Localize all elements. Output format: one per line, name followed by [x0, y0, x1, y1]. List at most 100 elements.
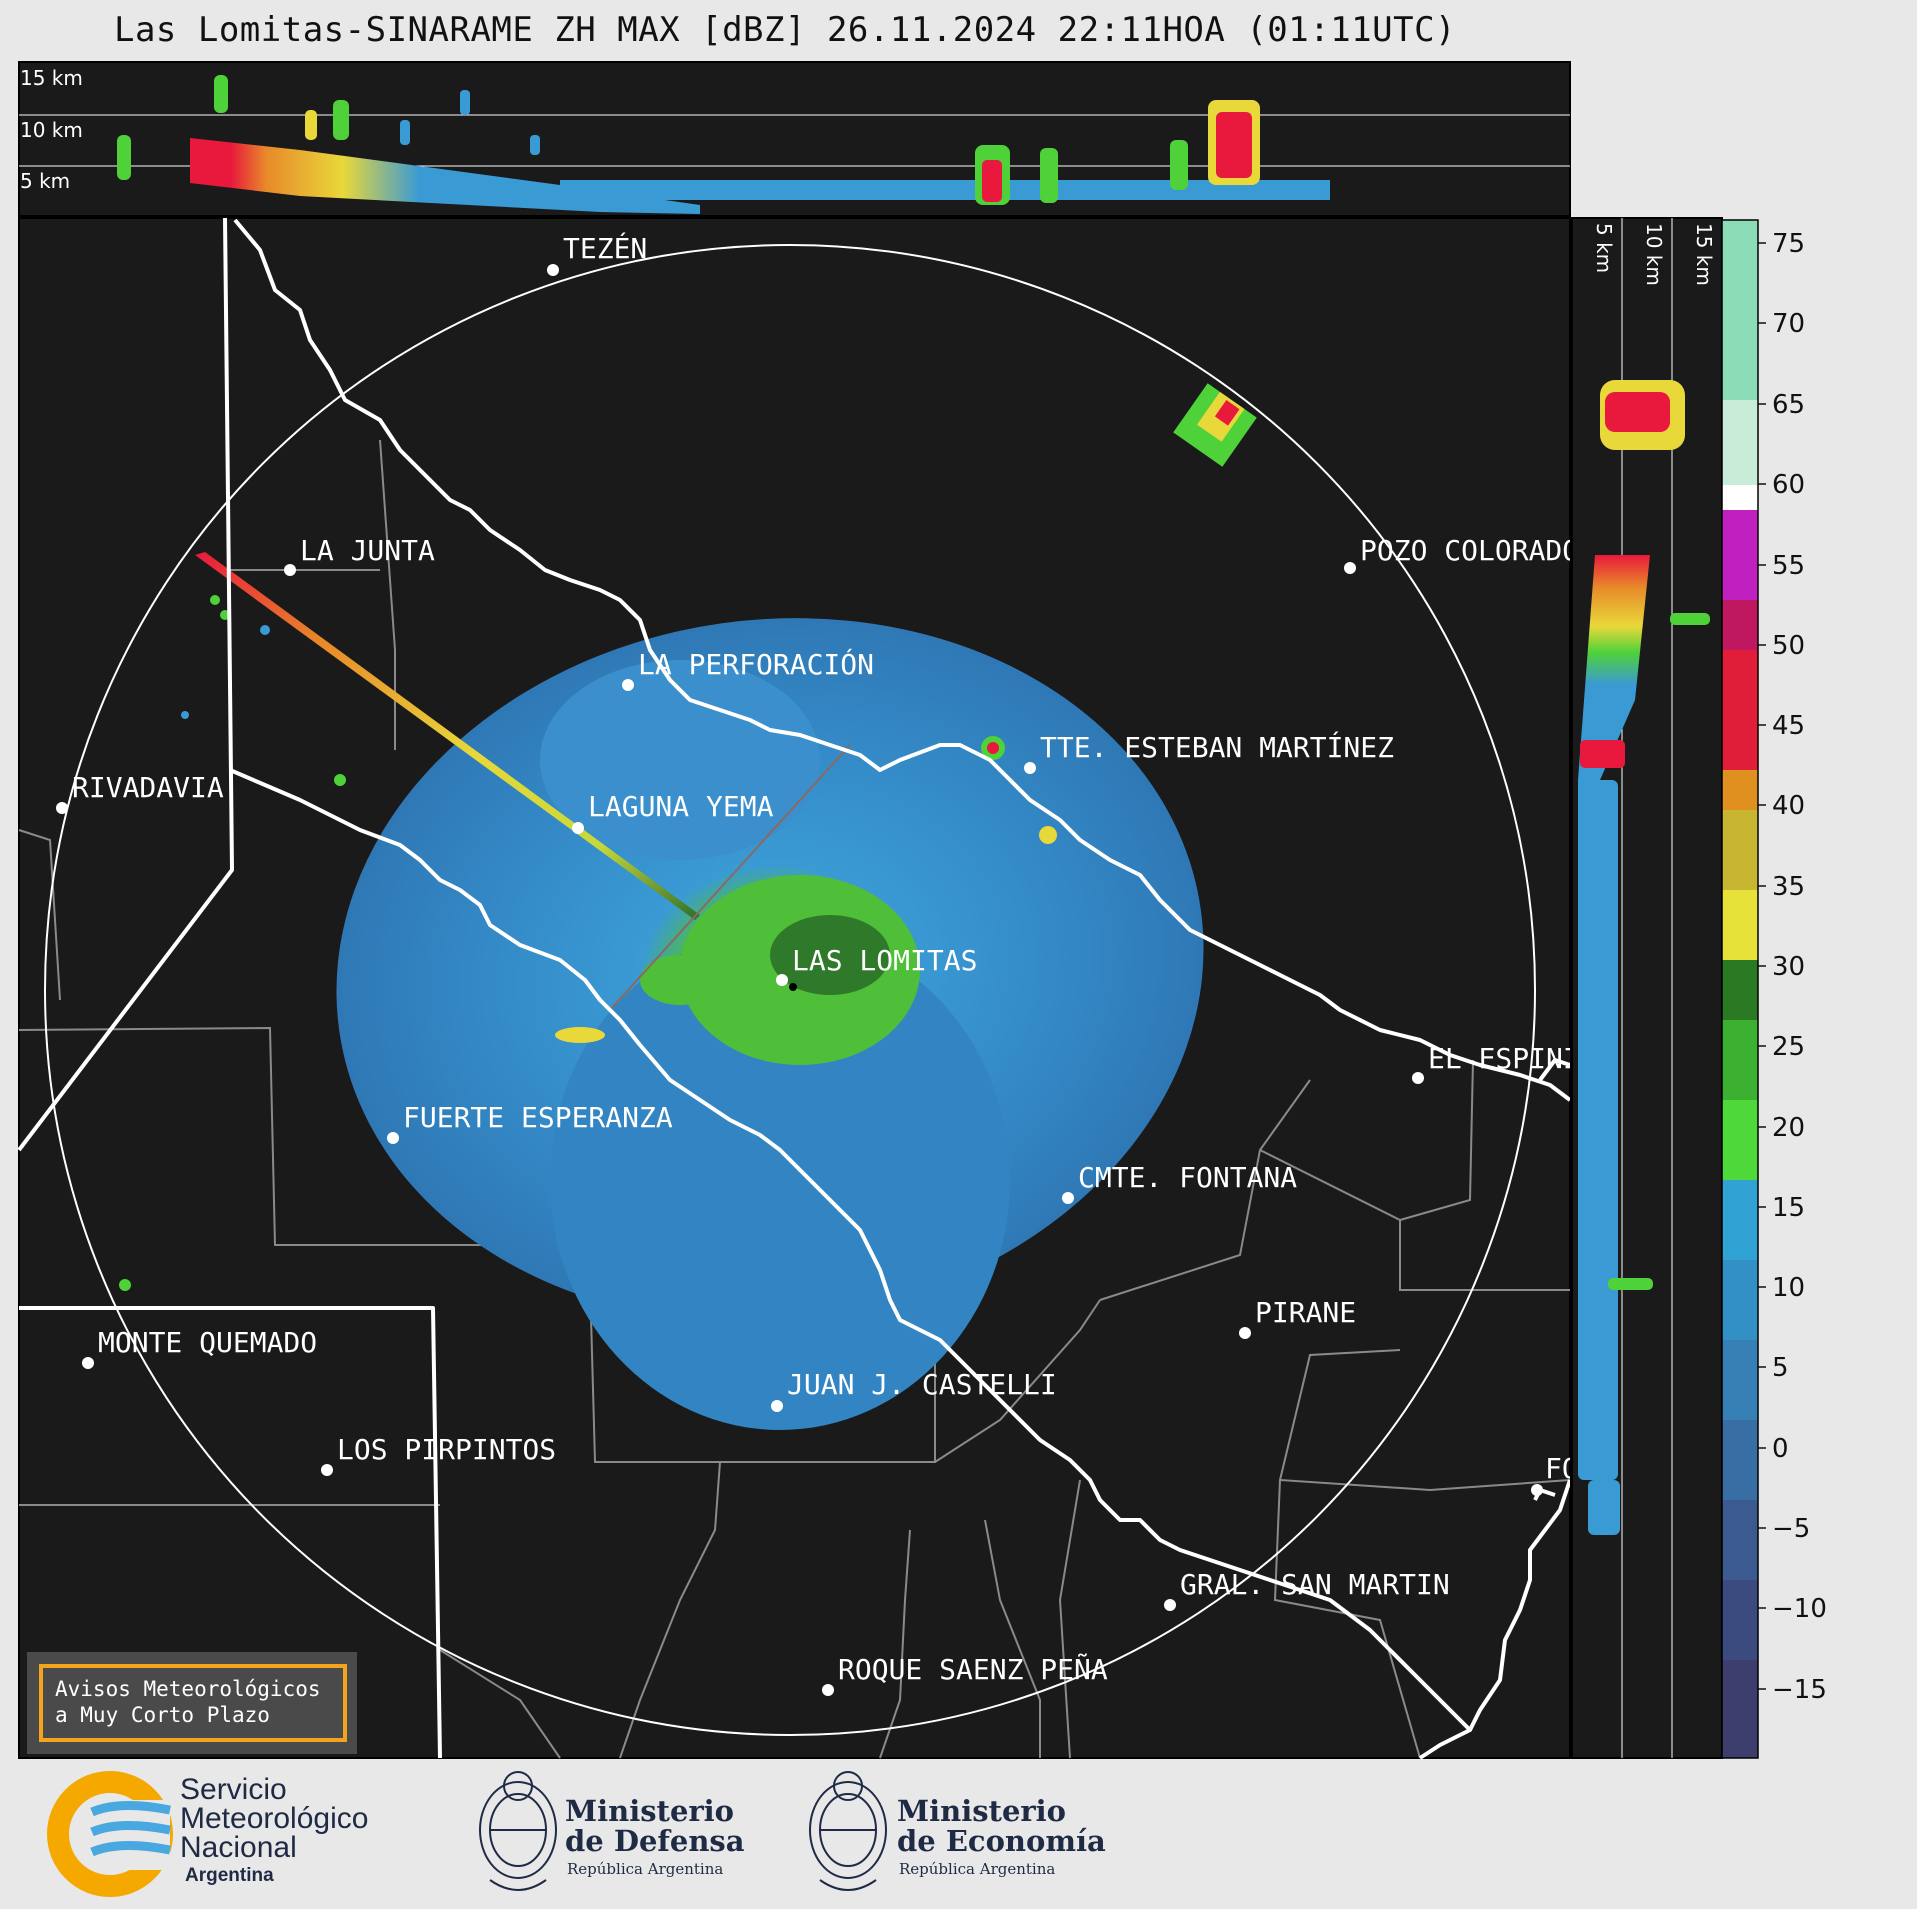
smn-line-1: Servicio	[180, 1773, 287, 1806]
place-dot-juan-j-castelli	[771, 1400, 783, 1412]
top-panel-cell	[460, 90, 470, 115]
side-panel-beam-echo	[1578, 555, 1650, 880]
place-label-la-perforacion: LA PERFORACIÓN	[638, 647, 874, 681]
side-panel-cell	[1580, 740, 1625, 768]
place-dot-cmte-fontana	[1062, 1192, 1074, 1204]
place-label-tezen: TEZÉN	[563, 231, 647, 265]
top-height-panel: 15 km 10 km 5 km	[18, 61, 1571, 217]
side-alt-label-10: 10 km	[1642, 223, 1666, 286]
economia-country: República Argentina	[899, 1860, 1056, 1878]
place-dot-formosa	[1531, 1484, 1543, 1496]
colorbar-segment-minus10-to-minus5	[1722, 1500, 1758, 1580]
colorbar-segment-65-to-70	[1722, 400, 1758, 485]
top-panel-cell	[1170, 140, 1188, 190]
smn-logo-text: Servicio Meteorológico Nacional	[180, 1773, 368, 1864]
colorbar-tick-30: 30	[1772, 952, 1805, 982]
colorbar-segment-minus5-to-0	[1722, 1420, 1758, 1500]
place-dot-pirane	[1239, 1327, 1251, 1339]
colorbar-tick-25: 25	[1772, 1032, 1805, 1062]
place-dot-los-pirpintos	[321, 1464, 333, 1476]
colorbar-tick-15: 15	[1772, 1193, 1805, 1223]
colorbar-tick-50: 50	[1772, 631, 1805, 661]
place-label-pirane: PIRANE	[1255, 1296, 1356, 1329]
defensa-coat-of-arms-icon	[479, 1771, 557, 1891]
defensa-line-1: Ministerio	[565, 1794, 735, 1828]
top-panel-cell	[530, 135, 540, 155]
colorbar-tick-60: 60	[1772, 470, 1805, 500]
place-label-rivadavia: RIVADAVIA	[72, 771, 224, 804]
place-dot-las-lomitas	[776, 974, 788, 986]
colorbar-tick-5: 5	[1772, 1353, 1789, 1383]
place-label-la-junta: LA JUNTA	[300, 534, 435, 567]
economia-line-2: de Economía	[897, 1824, 1106, 1858]
colorbar-segment-under-minus15	[1722, 1660, 1758, 1758]
place-dot-laguna-yema	[572, 822, 584, 834]
avisos-line-1: Avisos Meteorológicos	[55, 1677, 321, 1701]
place-dot-gral-san-martin	[1164, 1599, 1176, 1611]
colorbar-segment-25-to-30	[1722, 960, 1758, 1020]
colorbar-segment-5-to-10	[1722, 1260, 1758, 1340]
smn-logo-icon	[47, 1771, 173, 1897]
defensa-country: República Argentina	[567, 1860, 724, 1878]
place-dot-roque-saenz-pena	[822, 1684, 834, 1696]
colorbar-segment-50-to-55	[1722, 600, 1758, 650]
colorbar-segment-55-to-60	[1722, 510, 1758, 600]
colorbar-tick-40: 40	[1772, 791, 1805, 821]
smn-line-3: Nacional	[180, 1831, 297, 1864]
radar-site-marker	[789, 983, 797, 991]
colorbar-tick-45: 45	[1772, 711, 1805, 741]
storm-cells	[119, 383, 1257, 1291]
colorbar-tick-65: 65	[1772, 390, 1805, 420]
top-alt-label-15: 15 km	[20, 66, 83, 90]
colorbar-segment-minus15-to-minus10	[1722, 1580, 1758, 1660]
colorbar-tick-minus5: −5	[1772, 1514, 1810, 1544]
place-label-tte-esteban-martinez: TTE. ESTEBAN MARTÍNEZ	[1040, 730, 1394, 764]
smn-country: Argentina	[185, 1865, 274, 1886]
top-panel-cell	[305, 110, 317, 140]
colorbar-tick-75: 75	[1772, 229, 1805, 259]
top-panel-low-echo	[560, 180, 1330, 200]
place-label-pozo-colorado: POZO COLORADO	[1360, 534, 1579, 567]
place-label-cmte-fontana: CMTE. FONTANA	[1078, 1161, 1297, 1194]
side-panel-cell-core	[1605, 392, 1670, 432]
colorbar-segment-70-plus	[1722, 220, 1758, 400]
place-dot-monte-quemado	[82, 1357, 94, 1369]
place-dot-rivadavia	[56, 802, 68, 814]
place-label-laguna-yema: LAGUNA YEMA	[588, 790, 774, 823]
colorbar-segment-60-to-65	[1722, 485, 1758, 510]
place-label-fuerte-esperanza: FUERTE ESPERANZA	[403, 1101, 673, 1134]
ministerio-economia-logo: Ministerio de Economía República Argenti…	[897, 1760, 1127, 1900]
colorbar-tick-70: 70	[1772, 309, 1805, 339]
economia-title: Ministerio de Economía	[897, 1796, 1106, 1856]
colorbar-segment-40-to-45	[1722, 770, 1758, 810]
colorbar-tick-10: 10	[1772, 1273, 1805, 1303]
economia-coat-of-arms-icon	[809, 1771, 887, 1891]
border-lines	[17, 217, 1572, 1760]
avisos-badge-text: Avisos Meteorológicos a Muy Corto Plazo	[55, 1676, 321, 1728]
economia-line-1: Ministerio	[897, 1794, 1067, 1828]
avisos-badge-border: Avisos Meteorológicos a Muy Corto Plazo	[39, 1664, 347, 1742]
colorbar-tick-35: 35	[1772, 872, 1805, 902]
place-dot-tte-esteban-martinez	[1024, 762, 1036, 774]
colorbar-segment-35-to-40	[1722, 810, 1758, 890]
top-panel-cell	[400, 120, 410, 145]
top-panel-cell	[333, 100, 349, 140]
colorbar: 75 70 65 60 55 50 45 40 35 30 25 20 15 1…	[1721, 219, 1827, 1759]
side-panel-low-echo	[1578, 780, 1618, 1480]
colorbar-tick-minus10: −10	[1772, 1594, 1827, 1624]
side-panel-cell	[1608, 1278, 1653, 1290]
place-markers: TEZÉN LA JUNTA POZO COLORADO LA PERFORAC…	[56, 231, 1663, 1696]
place-dot-la-junta	[284, 564, 296, 576]
avisos-badge[interactable]: Avisos Meteorológicos a Muy Corto Plazo	[27, 1652, 357, 1754]
colorbar-segment-15-to-20	[1722, 1100, 1758, 1180]
top-alt-label-5: 5 km	[20, 169, 70, 193]
place-dot-tezen	[547, 264, 559, 276]
map-title: Las Lomitas-SINARAME ZH MAX [dBZ] 26.11.…	[113, 10, 1457, 50]
top-alt-label-10: 10 km	[20, 118, 83, 142]
place-label-monte-quemado: MONTE QUEMADO	[98, 1326, 317, 1359]
ministerio-defensa-logo: Ministerio de Defensa República Argentin…	[565, 1760, 775, 1900]
colorbar-segment-10-to-15	[1722, 1180, 1758, 1260]
place-label-las-lomitas: LAS LOMITAS	[792, 944, 977, 977]
colorbar-tick-20: 20	[1772, 1113, 1805, 1143]
